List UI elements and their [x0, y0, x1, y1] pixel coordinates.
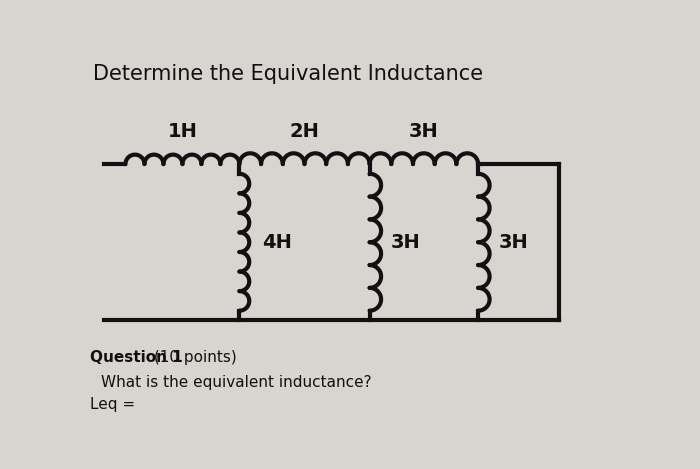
Text: 2H: 2H	[290, 122, 319, 142]
Text: Determine the Equivalent Inductance: Determine the Equivalent Inductance	[93, 64, 483, 84]
Text: What is the equivalent inductance?: What is the equivalent inductance?	[101, 375, 372, 390]
Text: 3H: 3H	[409, 122, 439, 142]
Text: 1H: 1H	[167, 122, 197, 142]
Text: Leq =: Leq =	[90, 397, 135, 412]
Text: 3H: 3H	[390, 233, 420, 252]
Text: Question 1: Question 1	[90, 350, 183, 365]
Text: 3H: 3H	[498, 233, 528, 252]
Text: (10 points): (10 points)	[149, 350, 237, 365]
Text: 4H: 4H	[262, 233, 292, 252]
